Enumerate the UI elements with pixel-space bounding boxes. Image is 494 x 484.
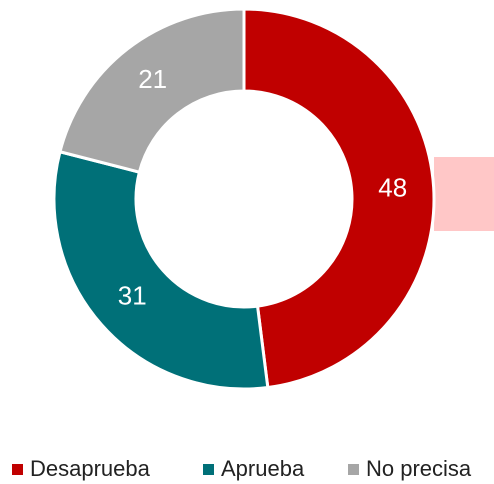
legend-swatch [348,464,359,475]
legend-label: Aprueba [221,456,305,481]
highlight-box [434,157,494,231]
legend-swatch [12,464,23,475]
data-label: 48 [378,173,407,203]
donut-slice [52,149,270,391]
donut-slice [58,7,246,174]
legend-label: Desaprueba [30,456,151,481]
legend-label: No precisa [366,456,472,481]
data-label: 21 [138,64,167,94]
data-label: 31 [118,280,147,310]
legend-swatch [203,464,214,475]
donut-slice [242,7,436,390]
